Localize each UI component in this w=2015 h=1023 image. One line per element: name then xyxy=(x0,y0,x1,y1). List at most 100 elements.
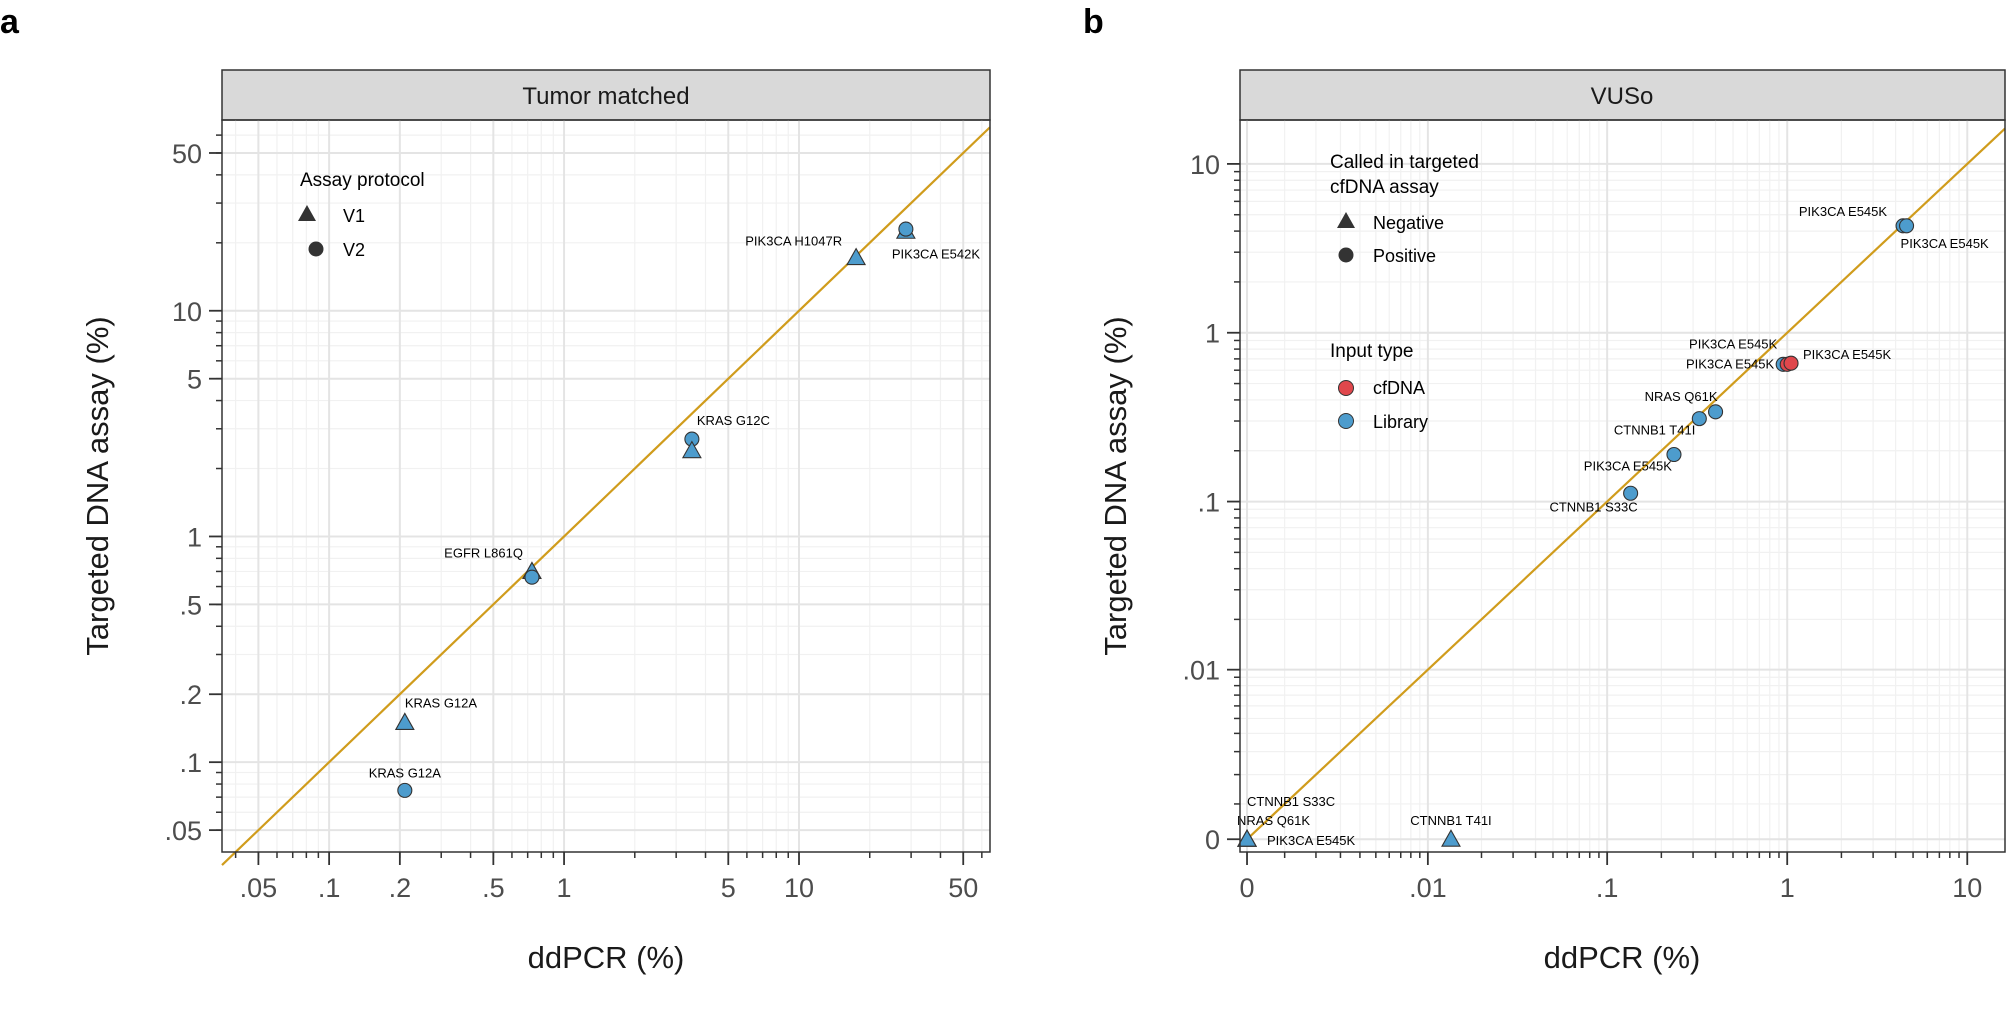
legend-cfdna-swatch xyxy=(1338,380,1354,396)
point-circle xyxy=(397,782,413,798)
y-tick-label: .1 xyxy=(1197,488,1220,518)
point-label: KRAS G12C xyxy=(697,413,770,428)
y-tick-label: .5 xyxy=(179,590,202,620)
panel-a-points xyxy=(394,221,916,798)
panel-b-frame xyxy=(1239,119,2006,853)
y-tick-label: .2 xyxy=(179,680,202,710)
point-triangle xyxy=(681,440,702,459)
point-triangle xyxy=(394,712,415,730)
point-label: PIK3CA E545K xyxy=(1803,347,1891,362)
x-tick-label: 10 xyxy=(784,873,814,903)
panel-b-legend-negative: Negative xyxy=(1373,213,1444,233)
panel-a-frame xyxy=(221,119,991,853)
panel-b-legend-color-title: Input type xyxy=(1330,341,1413,362)
point-circle xyxy=(524,569,540,585)
panel-b-grid xyxy=(1240,120,2005,852)
point-circle xyxy=(898,221,914,237)
x-tick-label: .5 xyxy=(482,873,505,903)
y-tick-label: .01 xyxy=(1182,656,1220,686)
point-label: PIK3CA H1047R xyxy=(745,234,842,249)
point-label: EGFR L861Q xyxy=(444,545,523,560)
y-tick-label: 1 xyxy=(1205,319,1220,349)
point-label: NRAS Q61K xyxy=(1645,389,1718,404)
panel-b-points xyxy=(1237,218,1915,847)
point-label: CTNNB1 S33C xyxy=(1247,794,1335,809)
point-label: KRAS G12A xyxy=(405,695,478,710)
panel-b-strip-title: VUSo xyxy=(1591,83,1654,110)
y-tick-label: 10 xyxy=(1190,150,1220,180)
panel-a-grid xyxy=(222,120,990,852)
point-label: PIK3CA E545K xyxy=(1901,236,1989,251)
panel-b-y-axis-title: Targeted DNA assay (%) xyxy=(1098,316,1133,655)
panel-b-legend-shape-title-line2: cfDNA assay xyxy=(1330,177,1439,198)
y-tick-label: .05 xyxy=(164,816,202,846)
panel-a-point-labels: KRAS G12A KRAS G12A EGFR L861Q KRAS G12C PIK… xyxy=(369,234,981,781)
panel-b-point-labels: CTNNB1 S33C NRAS Q61K PIK3CA E545K CTNNB1 T… xyxy=(1237,204,1989,848)
panel-a-strip-title: Tumor matched xyxy=(522,83,689,110)
panel-b-legend-positive: Positive xyxy=(1373,246,1436,266)
y-tick-label: .1 xyxy=(179,748,202,778)
panel-a-legend: Assay protocol V1 V2 xyxy=(298,170,425,260)
panel-letter-b: b xyxy=(1083,3,1104,41)
panel-a-identity-line xyxy=(221,126,991,866)
point-label: PIK3CA E545K xyxy=(1799,204,1887,219)
panel-a-legend-v1: V1 xyxy=(343,206,365,226)
y-tick-label: 50 xyxy=(172,139,202,169)
panel-a-axes: .05 .1 .2 .5 1 5 10 50 .05 .1 .2 .5 1 5 10 50 xyxy=(164,134,983,903)
legend-triangle-icon xyxy=(298,205,316,221)
panel-a: a Tumor matched KRAS G12A KRAS G12A EGFR L… xyxy=(0,3,991,975)
panel-a-y-axis-title: Targeted DNA assay (%) xyxy=(80,316,115,655)
panel-b-legend-library: Library xyxy=(1373,412,1428,432)
legend-triangle-icon xyxy=(1337,212,1355,228)
panel-b-strip xyxy=(1239,69,2006,121)
legend-library-swatch xyxy=(1338,413,1354,429)
point-circle xyxy=(1708,404,1724,420)
panel-b-axes: 0 .01 .1 1 10 0 .01 .1 1 10 xyxy=(1182,150,1982,903)
point-label: CTNNB1 T41I xyxy=(1410,813,1491,828)
panel-a-x-axis-title: ddPCR (%) xyxy=(528,940,685,975)
x-tick-label: 1 xyxy=(557,873,572,903)
x-tick-label: .1 xyxy=(318,873,341,903)
panel-b-legend-cfdna: cfDNA xyxy=(1373,378,1425,398)
y-tick-label: 5 xyxy=(187,365,202,395)
point-circle xyxy=(1666,446,1682,463)
panel-b-legend: Called in targeted cfDNA assay Negative … xyxy=(1330,152,1479,432)
panel-b-legend-shape-title-line1: Called in targeted xyxy=(1330,152,1479,173)
legend-circle-icon xyxy=(1338,247,1354,263)
point-label: PIK3CA E545K xyxy=(1686,356,1774,371)
panel-b-x-axis-title: ddPCR (%) xyxy=(1544,940,1701,975)
x-tick-label: 5 xyxy=(721,873,736,903)
point-circle xyxy=(1691,411,1707,427)
point-label: NRAS Q61K xyxy=(1237,813,1310,828)
panel-a-strip xyxy=(221,69,991,121)
point-label: PIK3CA E545K xyxy=(1689,336,1777,351)
point-label: PIK3CA E542K xyxy=(892,246,980,261)
point-triangle xyxy=(1237,829,1257,847)
point-label: PIK3CA E545K xyxy=(1584,459,1672,474)
point-circle xyxy=(1899,218,1915,234)
x-tick-label: .2 xyxy=(389,873,412,903)
x-tick-label: .01 xyxy=(1409,873,1447,903)
point-label: CTNNB1 S33C xyxy=(1549,499,1637,514)
x-tick-label: .05 xyxy=(240,873,278,903)
x-tick-label: 10 xyxy=(1952,873,1982,903)
point-circle xyxy=(1623,485,1639,501)
x-tick-label: 50 xyxy=(948,873,978,903)
panel-b-identity-line xyxy=(1239,127,2006,847)
panel-a-legend-title: Assay protocol xyxy=(300,170,425,191)
x-tick-label: 0 xyxy=(1240,873,1255,903)
x-tick-label: .1 xyxy=(1596,873,1619,903)
panel-letter-a: a xyxy=(0,3,20,41)
point-label: KRAS G12A xyxy=(369,765,442,780)
panel-a-legend-v2: V2 xyxy=(343,240,365,260)
x-tick-label: 1 xyxy=(1780,873,1795,903)
legend-circle-icon xyxy=(308,241,324,257)
point-circle xyxy=(1783,355,1799,371)
y-tick-label: 10 xyxy=(172,297,202,327)
point-triangle xyxy=(846,247,867,266)
point-label: PIK3CA E545K xyxy=(1267,833,1355,848)
point-label: CTNNB1 T41I xyxy=(1614,423,1695,438)
y-tick-label: 1 xyxy=(187,522,202,552)
